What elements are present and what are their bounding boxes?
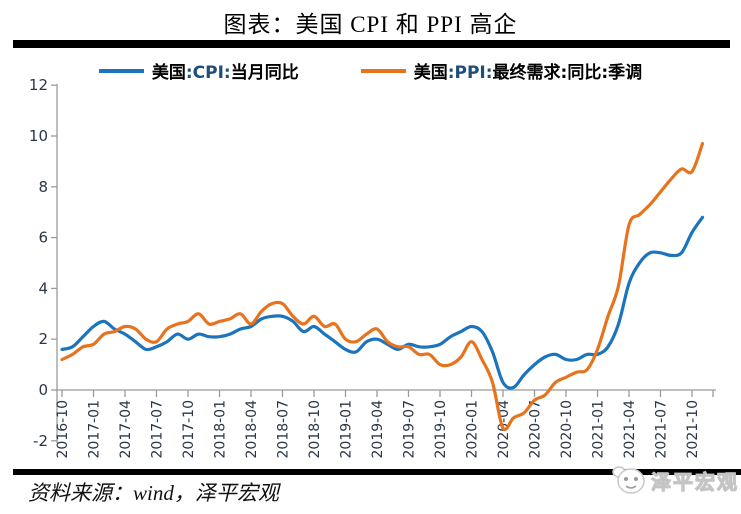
watermark: 泽平宏观 [611,464,739,496]
x-tick-label: 2017-10 [181,400,197,459]
x-tick-label: 2017-04 [118,400,134,459]
legend-label-cpi: 美国:CPI:当月同比 [152,58,299,83]
x-tick-label: 2018-01 [213,400,229,459]
ppi-series-line [60,142,705,432]
legend-item-ppi: 美国:PPI:最终需求:同比:季调 [360,58,642,83]
x-tick-label: 2021-01 [591,400,607,459]
x-tick-label: 2020-10 [559,400,575,459]
cpi-series-line [60,215,705,390]
legend-label-ppi: 美国:PPI:最终需求:同比:季调 [414,58,642,83]
y-tick-label: 6 [38,229,48,247]
y-tick-label: 12 [29,76,48,94]
x-tick-label: 2021-07 [654,400,670,459]
y-tick-label: 4 [38,279,48,297]
bottom-divider [13,469,741,475]
panda-face-icon [612,466,645,494]
legend-label-part: 美国 [151,63,186,83]
legend: 美国:CPI:当月同比 美国:PPI:最终需求:同比:季调 [0,58,741,83]
x-tick-label: 2019-04 [370,400,386,459]
legend-label-part: :CPI: [185,63,231,83]
x-tick-label: 2020-07 [528,400,544,459]
legend-label-part: :PPI: [447,63,493,83]
x-tick-label: 2020-01 [465,400,481,459]
x-tick-label: 2021-10 [685,400,701,459]
legend-label-part: 最终需求:同比:季调 [492,63,643,83]
y-tick-label: 10 [29,127,48,145]
legend-label-part: 美国 [413,63,448,83]
x-tick-label: 2019-10 [433,400,449,459]
x-tick-label: 2021-04 [622,400,638,459]
legend-item-cpi: 美国:CPI:当月同比 [98,58,299,83]
x-tick-label: 2017-07 [150,400,166,459]
watermark-label: 泽平宏观 [651,469,739,494]
y-tick-label: 8 [38,178,48,196]
x-tick-label: 2019-01 [339,400,355,459]
legend-label-part: 当月同比 [230,63,299,83]
x-tick-label: 2018-04 [244,400,260,459]
y-tick-label: 0 [38,381,48,399]
x-tick-label: 2018-10 [307,400,323,459]
cpi-line-swatch [98,68,144,73]
x-tick-label: 2019-07 [402,400,418,459]
x-tick-label: 2016-10 [55,400,71,459]
y-tick-label: 2 [38,330,48,348]
ppi-line-swatch [360,68,406,73]
page-title: 图表：美国 CPI 和 PPI 高企 [223,12,518,37]
x-tick-label: 2018-07 [276,400,292,459]
source-note: 资料来源：wind，泽平宏观 [28,481,279,505]
x-tick-label: 2017-01 [87,400,103,459]
top-divider [13,40,730,48]
y-tick-label: -2 [33,432,48,450]
